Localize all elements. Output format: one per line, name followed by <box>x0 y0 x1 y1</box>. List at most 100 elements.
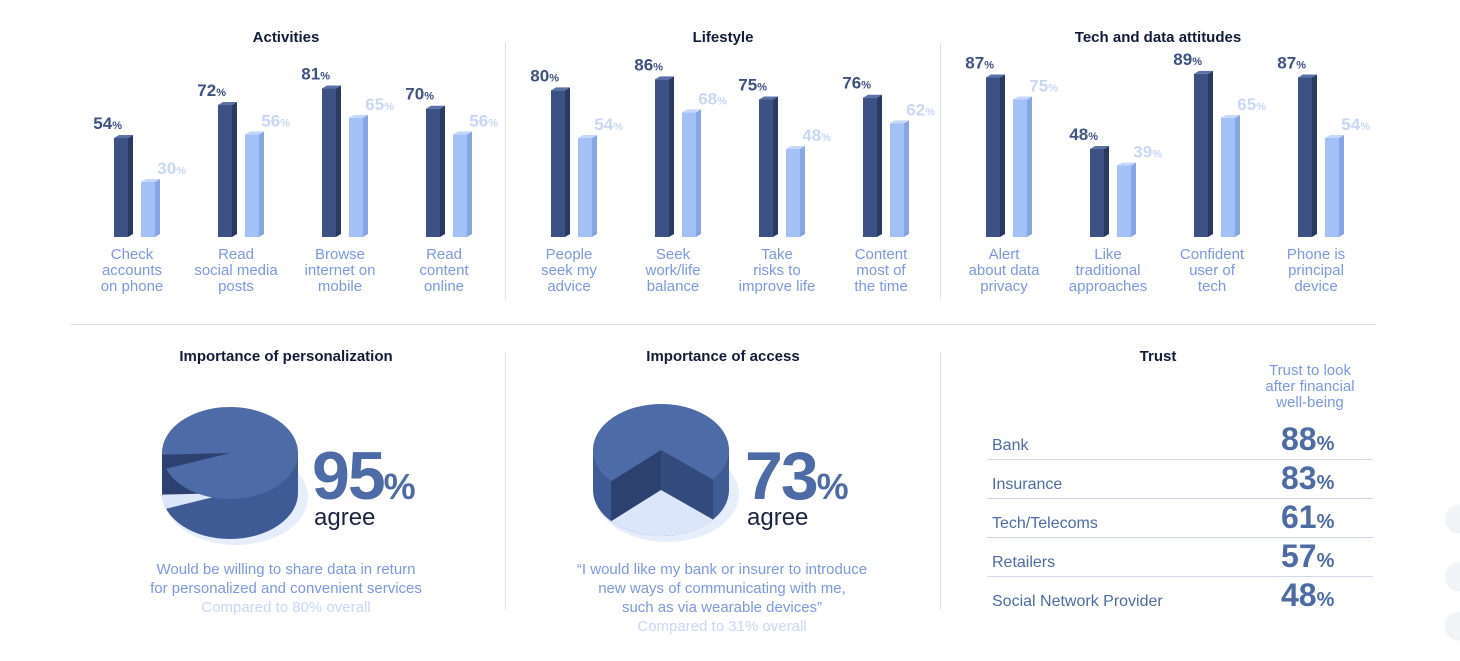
bar-front <box>245 134 259 237</box>
bar-category-label-line: internet on <box>304 262 376 279</box>
bar-value-label-light: 54% <box>1341 115 1370 134</box>
scroll-control-2[interactable] <box>1446 563 1460 589</box>
bar-front <box>863 97 877 237</box>
bar-charts: 54%30%72%56%81%65%70%56%80%54%86%68%75%4… <box>93 50 1370 238</box>
bar-label-number: 54 <box>594 115 613 134</box>
bar-label-pct: % <box>488 117 498 129</box>
bar-side <box>773 96 778 238</box>
bar-side <box>467 131 472 237</box>
personalization-pie-top <box>162 407 298 499</box>
bar-light <box>786 146 805 237</box>
bar-light <box>682 109 701 237</box>
bar-category-label: People seek my advice <box>514 247 624 295</box>
bar-top <box>655 76 674 80</box>
bar-label-number: 54 <box>93 114 112 133</box>
bar-side <box>128 135 133 237</box>
bar-top <box>1298 74 1317 78</box>
bar-top <box>426 105 445 109</box>
bar-label-number: 89 <box>1173 50 1192 69</box>
bar-front <box>1298 77 1312 238</box>
trust-label: Insurance <box>992 476 1063 493</box>
bar-category-label: Confident user of tech <box>1157 247 1267 295</box>
bar-category-label-line: balance <box>646 278 700 295</box>
bar-side <box>800 146 805 237</box>
trust-header-line-1: Trust to look <box>1269 362 1351 379</box>
bar-side <box>1131 162 1136 237</box>
bar-category-label: Browse internet on mobile <box>285 247 395 295</box>
trust-row-bank: Bank 88% <box>987 421 1373 460</box>
bar-side <box>1312 74 1317 238</box>
bar-label-pct: % <box>653 61 663 73</box>
bar-label-pct: % <box>1152 149 1162 161</box>
bar-label-number: 87 <box>965 54 984 73</box>
bar-front <box>759 99 773 238</box>
bar-label-number: 65 <box>365 95 384 114</box>
bar-category-label: Seek work/life balance <box>618 247 728 295</box>
bar-category-label-line: approaches <box>1068 278 1148 295</box>
scroll-control-1[interactable] <box>1446 505 1460 531</box>
bar-label-pct: % <box>216 87 226 99</box>
bar-side <box>565 87 570 237</box>
bar-value-label-dark: 72% <box>197 81 226 100</box>
bar-category-label-line: improve life <box>738 278 816 295</box>
bar-light <box>1221 114 1240 237</box>
access-pie-missing-floor <box>611 490 714 536</box>
bar-category-label-line: Phone is <box>1286 246 1346 263</box>
bar-top <box>1221 114 1240 118</box>
bar-label-pct: % <box>717 95 727 107</box>
bar-label-number: 76 <box>842 74 861 93</box>
bar-label-pct: % <box>176 165 186 177</box>
bar-category-label-line: accounts <box>101 262 163 279</box>
bar-dark <box>551 87 570 237</box>
bar-category-label: Read content online <box>389 247 499 295</box>
title-trust: Trust <box>1139 348 1177 365</box>
bar-value-label-light: 39% <box>1133 143 1162 162</box>
bar-category-label-line: Seek <box>655 246 691 263</box>
bar-front <box>655 79 669 237</box>
bar-category-label-line: the time <box>854 278 908 295</box>
bar-value-label-light: 75% <box>1029 77 1058 96</box>
bar-label-pct: % <box>1192 56 1202 68</box>
bar-label-number: 56 <box>469 111 488 130</box>
bar-category-label-line: Browse <box>314 246 366 263</box>
bar-value-label-dark: 87% <box>965 54 994 73</box>
bar-light <box>1117 162 1136 237</box>
bar-category-label: Take risks to improve life <box>722 247 832 295</box>
bar-label-pct: % <box>1296 60 1306 72</box>
bar-category-label-line: on phone <box>100 278 164 295</box>
bar-side <box>1235 114 1240 237</box>
bar-dark <box>655 76 674 237</box>
divider-top-2 <box>940 42 941 300</box>
bar-side <box>904 120 909 237</box>
bar-dark <box>1194 70 1213 237</box>
bar-category-label: Like traditional approaches <box>1053 247 1163 295</box>
bar-value-label-dark: 54% <box>93 114 122 133</box>
bar-side <box>592 135 597 237</box>
bar-front <box>426 108 440 237</box>
bar-top <box>890 120 909 124</box>
bar-category-label-line: People <box>545 246 593 263</box>
bar-category-label-line: seek my <box>541 262 597 279</box>
bar-label-number: 54 <box>1341 115 1360 134</box>
bar-front <box>114 138 128 237</box>
bar-top <box>453 131 472 135</box>
bar-label-number: 62 <box>906 100 925 119</box>
trust-header-line-3: well-being <box>1276 394 1344 411</box>
bar-category-label-line: social media <box>194 262 278 279</box>
access-compare: Compared to 31% overall <box>637 618 807 635</box>
bar-front <box>1221 117 1235 237</box>
bar-top <box>1090 146 1109 150</box>
bar-light <box>1013 96 1032 238</box>
trust-label: Retailers <box>992 554 1056 571</box>
bar-category-label-line: Take <box>761 246 793 263</box>
bar-value-label-dark: 87% <box>1277 54 1306 73</box>
bar-top <box>551 87 570 91</box>
bar-top <box>245 131 264 135</box>
bar-category-label-line: mobile <box>317 278 363 295</box>
access-desc-line-2: new ways of communicating with me, <box>598 580 846 597</box>
bar-category-label-line: user of <box>1189 262 1235 279</box>
bar-category-label: Phone is principal device <box>1261 247 1371 295</box>
bar-label-number: 72 <box>197 81 216 100</box>
bar-light <box>1325 135 1344 237</box>
scroll-control-3[interactable] <box>1446 612 1460 638</box>
